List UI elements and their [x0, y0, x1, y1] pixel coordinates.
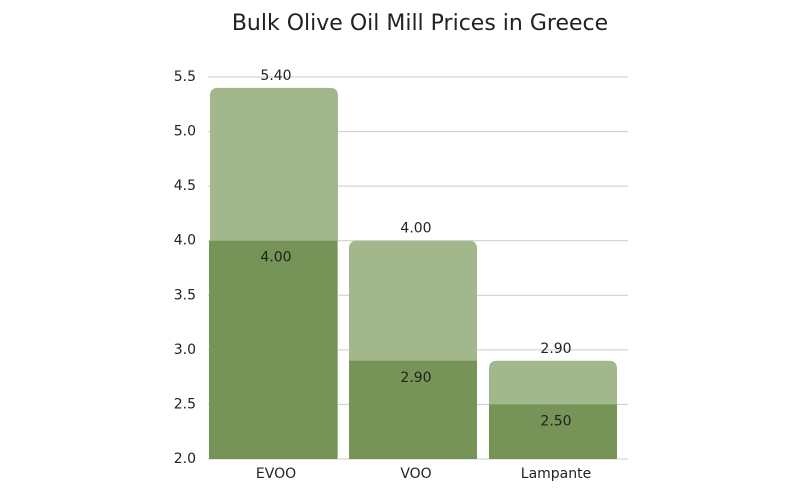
- x-tick-label: VOO: [400, 466, 431, 482]
- y-tick-label: 4.5: [174, 178, 196, 194]
- x-tick-label: EVOO: [256, 466, 296, 482]
- value-label: 2.50: [540, 413, 571, 429]
- y-tick-label: 5.5: [174, 69, 196, 85]
- bar: [209, 240, 337, 459]
- value-label: 2.90: [400, 370, 431, 386]
- value-label: 4.00: [260, 250, 291, 266]
- value-label: 2.90: [540, 341, 571, 357]
- y-tick-label: 3.0: [174, 342, 196, 358]
- y-tick-label: 2.5: [174, 396, 196, 412]
- value-label: 5.40: [260, 68, 291, 84]
- y-tick-label: 5.0: [174, 124, 196, 140]
- value-label: 4.00: [400, 221, 431, 237]
- y-tick-label: 2.0: [174, 451, 196, 467]
- bar: [489, 404, 617, 459]
- bar: [349, 360, 477, 459]
- y-tick-label: 3.5: [174, 287, 196, 303]
- chart-title: Bulk Olive Oil Mill Prices in Greece: [232, 11, 608, 36]
- y-tick-label: 4.0: [174, 233, 196, 249]
- x-tick-label: Lampante: [521, 466, 591, 482]
